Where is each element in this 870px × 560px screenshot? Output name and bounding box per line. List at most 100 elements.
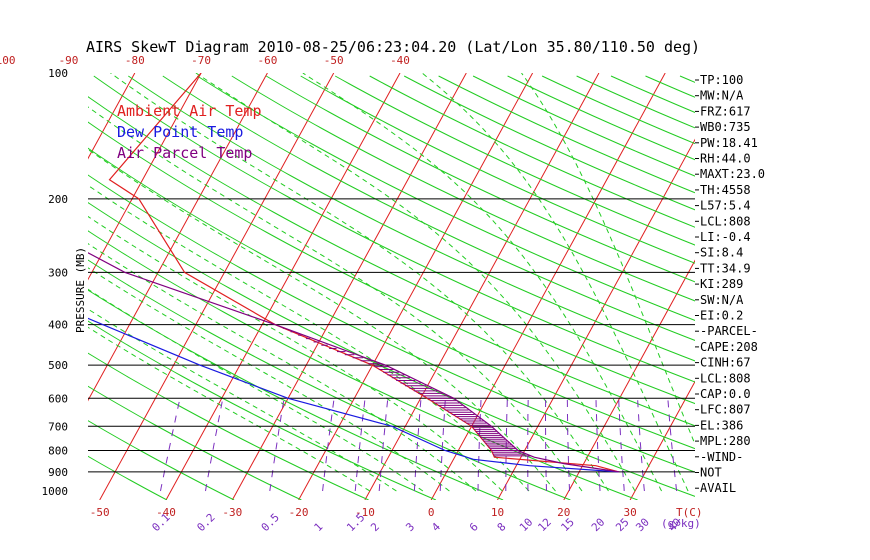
index-label: TH:4558 — [700, 183, 751, 197]
index-label: CINH:67 — [700, 356, 751, 370]
mixing-ratio-tick-label: 20 — [589, 516, 608, 535]
mixing-ratio-line — [378, 398, 389, 492]
isotherm-line — [0, 73, 2, 500]
dry-adiabat-line — [265, 75, 695, 283]
mixing-ratio-tick-label: 10 — [517, 516, 536, 535]
mixing-ratio-tick-label: 0.2 — [194, 511, 217, 534]
dry-adiabat-line — [472, 75, 695, 177]
pressure-tick-label: 900 — [48, 466, 68, 479]
bottom-temp-tick-label: 20 — [557, 506, 570, 519]
isotherm-line — [629, 380, 695, 500]
y-axis-label: PRESSURE (MB) — [74, 247, 87, 333]
mixing-ratio-line — [505, 398, 508, 491]
mixing-ratio-line — [566, 398, 570, 492]
bottom-temp-tick-label: 30 — [623, 506, 636, 519]
mixing-ratio-line — [637, 398, 645, 492]
mixing-ratio-line — [205, 398, 224, 492]
isotherm-line — [430, 73, 666, 500]
dry-adiabat-line — [128, 75, 695, 362]
top-temp-tick-label: -80 — [125, 54, 145, 67]
index-label: NOT — [700, 466, 722, 480]
dry-adiabat-line — [507, 75, 695, 161]
isotherm-line — [563, 259, 695, 500]
dry-adiabat-line — [403, 75, 695, 211]
ambient-air-templine — [108, 73, 620, 473]
dry-adiabat-line — [93, 75, 695, 383]
dry-adiabat-line — [300, 75, 695, 264]
isotherm-line — [763, 73, 870, 500]
legend: Ambient Air Temp Dew Point Temp Air Parcel… — [117, 102, 262, 162]
index-label: -PARCEL- — [700, 324, 758, 338]
mixing-ratio-line — [667, 398, 678, 492]
mixing-ratio-line — [439, 398, 446, 492]
mixing-ratio-tick-label: 1 — [312, 520, 326, 534]
index-label: LCL:808 — [700, 214, 751, 228]
pressure-tick-label: 100 — [48, 67, 68, 80]
legend-item: Dew Point Temp — [117, 123, 243, 141]
isotherm-line — [165, 73, 401, 500]
index-label: TP:100 — [700, 73, 743, 87]
index-label: LI:-0.4 — [700, 230, 751, 244]
dry-adiabat-line — [88, 201, 695, 497]
moist-adiabat-line — [421, 73, 689, 492]
pressure-tick-label: 200 — [48, 193, 68, 206]
moist-adiabat-line — [521, 73, 695, 446]
pressure-tick-label: 800 — [48, 444, 68, 457]
isotherm-line — [497, 138, 695, 500]
index-label: WB0:735 — [700, 120, 751, 134]
isotherm-line — [364, 73, 600, 500]
mixing-ratio-line — [618, 398, 625, 492]
dry-adiabat-line — [88, 174, 695, 473]
top-temp-tick-label: -90 — [59, 54, 79, 67]
bottom-temp-tick-label: -20 — [289, 506, 309, 519]
index-label: RH:44.0 — [700, 152, 751, 166]
dry-adiabat-line — [88, 147, 695, 450]
mixing-ratio-tick-label: 8 — [495, 520, 509, 534]
dry-adiabat-line — [231, 75, 695, 302]
index-label: LCL:808 — [700, 371, 751, 385]
index-label: PW:18.41 — [700, 136, 758, 150]
mixing-ratio-tick-label: 0.5 — [259, 511, 282, 534]
index-label: KI:289 — [700, 277, 743, 291]
mixing-ratio-line — [413, 398, 422, 492]
mixing-ratio-line — [269, 398, 285, 492]
mixing-ratio-tick-label: 2 — [368, 520, 382, 534]
profile-series — [88, 73, 620, 473]
dew-point-templine — [88, 317, 620, 473]
dry-adiabat-line — [783, 76, 870, 500]
moist-adiabat-line — [88, 243, 477, 492]
index-label: SW:N/A — [700, 293, 744, 307]
mixing-ratio-line — [354, 398, 366, 492]
index-label: EI:0.2 — [700, 309, 743, 323]
moist-adiabat-line — [195, 73, 636, 492]
isotherm-line — [99, 73, 335, 500]
isotherm-line — [829, 73, 870, 500]
index-label: SI:8.4 — [700, 246, 743, 260]
bottom-temp-tick-label: -30 — [222, 506, 242, 519]
mixing-ratio-unit: (g/kg) — [661, 517, 701, 530]
background-grid — [0, 73, 870, 500]
mixing-ratio-line — [160, 398, 181, 492]
index-label: CAPE:208 — [700, 340, 758, 354]
moist-adiabat-line — [88, 308, 397, 492]
mixing-ratio-tick-label: 6 — [467, 520, 481, 534]
pressure-tick-label: 1000 — [42, 485, 69, 498]
mixing-ratio-line — [527, 398, 529, 492]
mixing-ratio-tick-label: 12 — [535, 516, 554, 535]
air-parcel-templine — [88, 252, 620, 473]
top-temp-tick-label: -60 — [257, 54, 277, 67]
moist-adiabat-line — [88, 148, 556, 492]
moist-adiabat-line — [88, 184, 530, 492]
dry-adiabat-line — [88, 420, 235, 500]
mixing-ratio-line — [545, 398, 547, 492]
pressure-tick-label: 500 — [48, 359, 68, 372]
pressure-tick-label: 600 — [48, 392, 68, 405]
bottom-temp-tick-label: -10 — [355, 506, 375, 519]
dry-adiabat-line — [88, 259, 571, 500]
dry-adiabat-line — [88, 289, 504, 500]
index-label: FRZ:617 — [700, 104, 751, 118]
index-label: MW:N/A — [700, 89, 744, 103]
bottom-axis-unit: T(C) — [676, 506, 703, 519]
top-temp-tick-label: -50 — [324, 54, 344, 67]
